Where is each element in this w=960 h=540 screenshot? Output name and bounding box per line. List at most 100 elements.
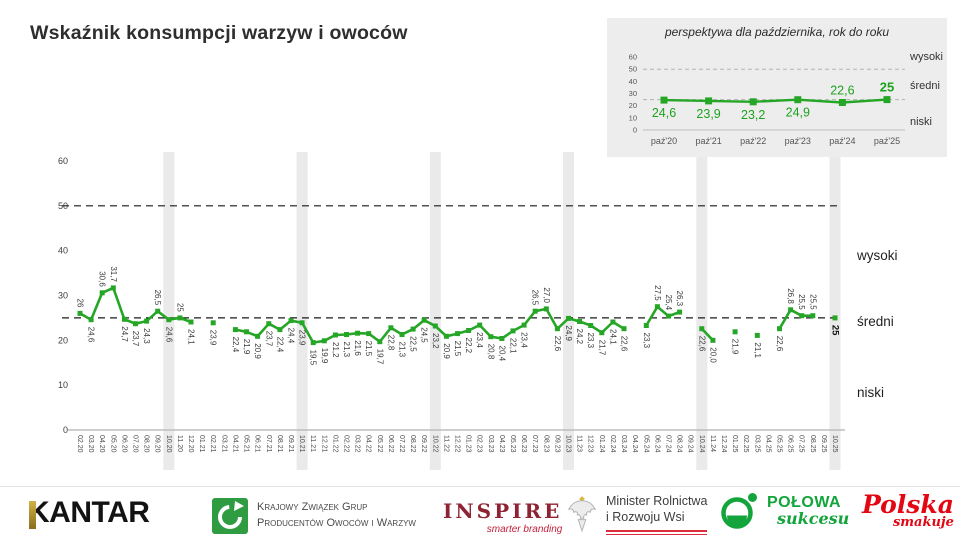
- x-axis-tick-label: 05.25: [776, 435, 783, 453]
- x-axis-tick-label: 07.21: [265, 435, 272, 453]
- value-label: 25,4: [664, 295, 673, 311]
- data-point-marker: [299, 320, 305, 326]
- data-point-marker: [388, 325, 394, 331]
- x-axis-tick-label: 12.23: [587, 435, 594, 453]
- x-axis-tick-label: 07.20: [132, 435, 139, 453]
- inset-x-tick-label: paź'20: [651, 136, 677, 146]
- value-label: 23,2: [431, 333, 440, 349]
- data-point-marker: [355, 330, 361, 336]
- value-label: 21,6: [353, 340, 362, 356]
- inset-data-point-marker: [660, 96, 668, 104]
- kantar-wordmark-wrap: KANTAR: [28, 496, 150, 530]
- data-point-marker: [599, 330, 605, 336]
- value-label: 23,3: [642, 333, 651, 349]
- data-point-marker: [288, 318, 294, 324]
- x-axis-tick-label: 07.23: [531, 435, 538, 453]
- x-axis-tick-label: 06.24: [653, 435, 660, 453]
- x-axis-tick-label: 06.22: [387, 435, 394, 453]
- polowa-text: POŁOWA sukcesu: [767, 494, 849, 528]
- data-point-marker: [421, 317, 427, 323]
- value-label: 20,4: [497, 346, 506, 362]
- inset-x-tick-label: paź'24: [829, 136, 855, 146]
- x-axis-tick-label: 12.22: [454, 435, 461, 453]
- data-point-marker: [310, 340, 316, 346]
- data-point-marker: [366, 331, 372, 337]
- x-axis-tick-label: 11.24: [709, 435, 716, 452]
- value-label: 26,5: [531, 290, 540, 306]
- value-label: 20,9: [442, 343, 451, 359]
- polowa-logo-icon: [721, 493, 757, 529]
- value-label: 23,7: [131, 331, 140, 347]
- data-point-marker: [410, 326, 416, 332]
- x-axis-tick-label: 03.24: [620, 435, 627, 453]
- y-axis-tick-label: 60: [58, 156, 68, 166]
- x-axis-tick-label: 12.24: [720, 435, 727, 453]
- x-axis-tick-label: 07.24: [665, 435, 672, 453]
- value-label: 20,0: [708, 347, 717, 363]
- october-highlight-band: [296, 152, 308, 470]
- value-label: 20,8: [486, 344, 495, 360]
- value-label: 21,7: [597, 340, 606, 356]
- x-axis-tick-label: 05.24: [642, 435, 649, 453]
- value-label: 24,1: [608, 329, 617, 345]
- data-point-marker: [88, 317, 94, 323]
- data-point-marker: [810, 313, 816, 319]
- x-axis-tick-label: 09.24: [687, 435, 694, 453]
- inset-x-tick-label: paź'25: [874, 136, 900, 146]
- value-label: 21,5: [364, 341, 373, 357]
- data-point-marker: [210, 320, 216, 326]
- data-point-marker: [654, 304, 660, 310]
- data-point-marker: [332, 332, 338, 338]
- value-label: 20,9: [253, 343, 262, 359]
- logo-inspire: INSPIRE smarter branding: [443, 499, 562, 535]
- value-label: 26,8: [786, 288, 795, 304]
- value-label: 23,4: [475, 332, 484, 348]
- x-axis-tick-label: 04.20: [98, 435, 105, 453]
- polska-tagline: smakuje: [892, 515, 954, 530]
- data-point-marker: [232, 327, 238, 333]
- value-label: 30,6: [98, 271, 107, 287]
- data-point-marker: [488, 334, 494, 340]
- inset-data-point-marker: [749, 98, 757, 106]
- value-label: 24,3: [142, 328, 151, 344]
- value-label: 21,3: [342, 342, 351, 358]
- value-label: 26,3: [675, 291, 684, 307]
- kzg-logo-text: Krajowy Związek Grup Producentów Owoców …: [257, 500, 416, 532]
- inset-y-tick-label: 10: [629, 113, 637, 122]
- x-axis-tick-label: 09.22: [420, 435, 427, 453]
- x-axis-tick-label: 09.21: [287, 435, 294, 453]
- data-point-marker: [399, 332, 405, 337]
- x-axis-tick-label: 03.22: [354, 435, 361, 453]
- x-axis-tick-label: 08.25: [809, 435, 816, 453]
- x-axis-tick-label: 04.24: [631, 435, 638, 453]
- x-axis-tick-label: 03.23: [487, 435, 494, 453]
- inset-zone-label-wysoki: wysoki: [909, 51, 943, 63]
- x-axis-tick-label: 12.21: [320, 435, 327, 453]
- ministry-line1: Minister Rolnictwa: [606, 494, 708, 508]
- inset-data-point-marker: [883, 96, 891, 104]
- value-label: 24,7: [120, 326, 129, 342]
- inset-value-label: 23,2: [741, 108, 765, 122]
- zone-label-średni: średni: [857, 314, 894, 329]
- value-label: 23,9: [209, 330, 218, 346]
- value-label: 27,5: [653, 285, 662, 301]
- data-point-marker: [677, 309, 683, 315]
- x-axis-tick-label: 11.21: [309, 435, 316, 452]
- value-label: 25: [175, 303, 184, 312]
- data-point-marker: [610, 319, 616, 325]
- x-axis-tick-label: 02.23: [476, 435, 483, 453]
- value-label: 24,6: [164, 327, 173, 343]
- x-axis-tick-label: 01.25: [731, 435, 738, 453]
- data-point-marker: [255, 333, 261, 339]
- data-point-marker: [277, 327, 283, 333]
- data-point-marker: [754, 332, 760, 338]
- inset-y-tick-label: 20: [629, 101, 637, 110]
- october-highlight-band: [563, 152, 574, 470]
- data-point-marker: [710, 337, 716, 343]
- x-axis-tick-label: 05.23: [509, 435, 516, 453]
- data-point-marker: [499, 336, 505, 341]
- x-axis-tick-label: 03.21: [220, 435, 227, 453]
- zone-label-wysoki: wysoki: [856, 248, 898, 263]
- polowa-tagline: sukcesu: [777, 509, 850, 528]
- x-axis-tick-label: 03.20: [87, 435, 94, 453]
